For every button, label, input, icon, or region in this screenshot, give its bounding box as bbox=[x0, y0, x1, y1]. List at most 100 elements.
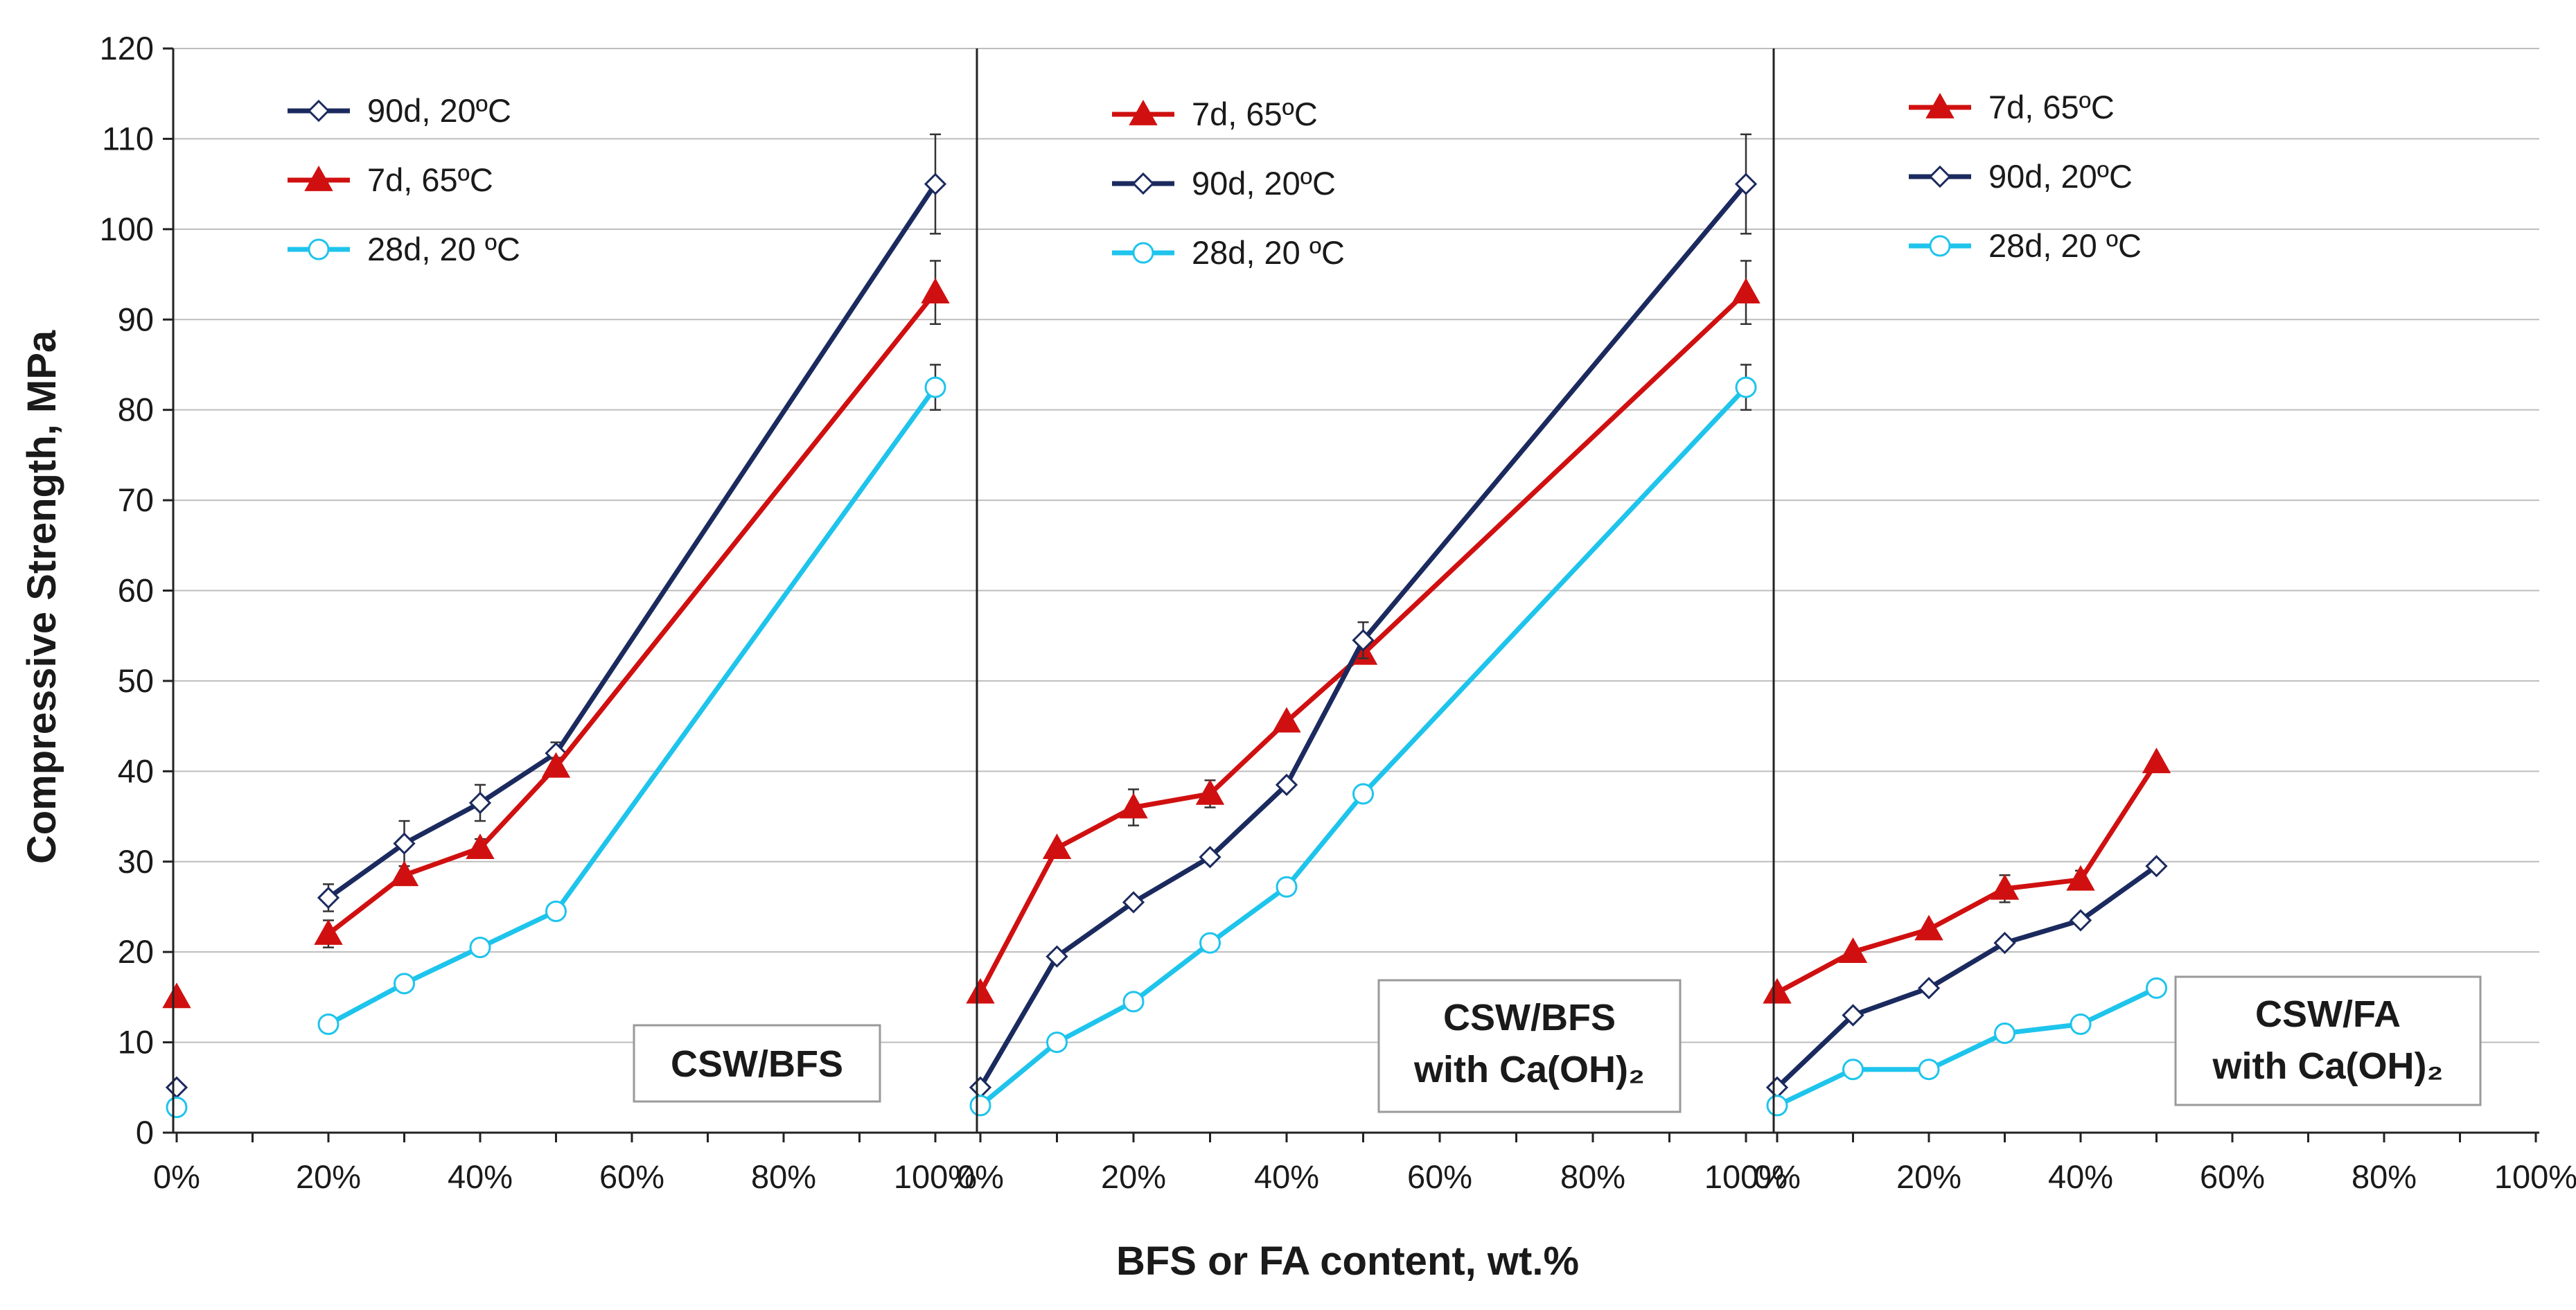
legend-label: 7d, 65ºC bbox=[1192, 96, 1318, 132]
data-point bbox=[1272, 707, 1301, 733]
x-tick-label: 60% bbox=[2200, 1158, 2265, 1195]
data-point bbox=[466, 833, 495, 860]
y-tick-label: 70 bbox=[118, 481, 154, 518]
data-point bbox=[393, 832, 416, 855]
triangle-marker bbox=[1129, 99, 1158, 125]
series-28d-20-c bbox=[166, 364, 946, 1118]
data-point bbox=[1352, 629, 1375, 652]
data-point bbox=[1275, 773, 1298, 797]
legend-label: 28d, 20 ºC bbox=[367, 231, 520, 267]
data-point bbox=[924, 376, 946, 398]
data-point bbox=[2146, 977, 2167, 999]
x-tick-label: 0% bbox=[153, 1158, 200, 1195]
series-line bbox=[1776, 761, 2159, 995]
x-tick-label: 40% bbox=[448, 1158, 513, 1195]
panel-label-box bbox=[1377, 979, 1682, 1113]
legend-label: 90d, 20ºC bbox=[1192, 165, 1336, 202]
diamond-marker bbox=[307, 99, 330, 123]
legend-label: 7d, 65ºC bbox=[1988, 89, 2115, 125]
legend: 90d, 20ºC 7d, 65ºC 28d, 20 ºC bbox=[288, 92, 520, 267]
data-point bbox=[2069, 909, 2092, 932]
data-point bbox=[969, 1095, 991, 1117]
x-tick-label: 60% bbox=[1407, 1158, 1472, 1195]
triangle-marker bbox=[304, 165, 333, 191]
data-point bbox=[1195, 779, 1225, 805]
data-point bbox=[1766, 1095, 1788, 1117]
data-point bbox=[1993, 932, 2016, 955]
x-tick-label: 100% bbox=[894, 1158, 977, 1195]
data-point bbox=[1119, 793, 1148, 819]
data-point bbox=[317, 886, 340, 910]
legend-label: 28d, 20 ºC bbox=[1192, 234, 1345, 271]
panel-label-line: CSW/FA bbox=[2255, 993, 2401, 1035]
legend: 7d, 65ºC 90d, 20ºC 28d, 20 ºC bbox=[1112, 96, 1345, 271]
panel-label: CSW/FA with Ca(OH)₂ bbox=[2174, 975, 2482, 1106]
data-point bbox=[2142, 747, 2171, 774]
y-tick-label: 20 bbox=[118, 933, 154, 970]
x-tick-label: 20% bbox=[1101, 1158, 1166, 1195]
x-tick-label: 80% bbox=[1560, 1158, 1625, 1195]
data-point bbox=[921, 278, 950, 303]
series-line bbox=[1775, 864, 2158, 1090]
data-point bbox=[162, 982, 191, 1009]
y-tick-label: 30 bbox=[118, 843, 154, 880]
x-tick-label: 40% bbox=[2048, 1158, 2113, 1195]
panel-3: 0% 20% 40% 60% 80% 100% 7d, 65ºC 90d, 20ºC 28d, … bbox=[1754, 89, 2576, 1195]
diamond-marker bbox=[1131, 172, 1155, 195]
axes-layer: 0 10 20 30 40 50 60 70 80 90 100 110 120 bbox=[100, 30, 2539, 1151]
panel-label: CSW/BFS with Ca(OH)₂ bbox=[1377, 979, 1682, 1113]
data-point bbox=[1352, 783, 1374, 805]
series-28d-20-c bbox=[969, 364, 1757, 1117]
data-point bbox=[1990, 874, 2020, 900]
data-point bbox=[2145, 855, 2168, 878]
data-point bbox=[1731, 278, 1761, 303]
y-tick-label: 90 bbox=[118, 301, 154, 337]
data-point bbox=[469, 937, 491, 959]
series-7d-65-c bbox=[162, 260, 950, 1009]
panel-label-box bbox=[633, 1024, 881, 1103]
x-tick-label: 80% bbox=[751, 1158, 816, 1195]
series-90d-20-c bbox=[165, 133, 947, 1099]
series-line bbox=[1776, 986, 2158, 1108]
data-point bbox=[1838, 937, 1868, 963]
panel-2: 0% 20% 40% 60% 80% 100% 7d, 65ºC 90d, 20ºC 28d, … bbox=[957, 96, 1788, 1195]
data-point bbox=[1199, 846, 1221, 869]
x-tick-label: 0% bbox=[1754, 1158, 1801, 1195]
y-tick-label: 100 bbox=[100, 211, 154, 247]
circle-marker bbox=[1132, 242, 1154, 264]
x-tick-label: 100% bbox=[1704, 1158, 1788, 1195]
series-7d-65-c bbox=[1763, 747, 2171, 1004]
x-tick-label: 20% bbox=[296, 1158, 361, 1195]
y-tick-label: 40 bbox=[118, 752, 154, 789]
data-point bbox=[1046, 945, 1068, 968]
y-tick-label: 80 bbox=[118, 391, 154, 428]
circle-marker bbox=[1929, 235, 1951, 257]
data-point bbox=[1763, 977, 1792, 1004]
data-point bbox=[1122, 891, 1145, 914]
y-tick-label: 60 bbox=[118, 572, 154, 609]
panel-label-line: CSW/BFS bbox=[1443, 997, 1616, 1038]
panel-1: 0% 20% 40% 60% 80% 100% 90d, 20ºC 7d, 65ºC 28d, … bbox=[153, 92, 977, 1195]
data-point bbox=[1199, 932, 1221, 954]
data-point bbox=[1734, 172, 1758, 195]
y-tick-label: 110 bbox=[102, 120, 154, 157]
x-tick-label: 80% bbox=[2352, 1158, 2417, 1195]
data-point bbox=[317, 1014, 339, 1035]
y-tick-label: 10 bbox=[118, 1024, 154, 1061]
legend-label: 28d, 20 ºC bbox=[1988, 227, 2142, 264]
panel-label-box bbox=[2174, 975, 2482, 1106]
legend: 7d, 65ºC 90d, 20ºC 28d, 20 ºC bbox=[1909, 89, 2142, 264]
legend-label: 90d, 20ºC bbox=[367, 92, 511, 129]
x-tick-label: 0% bbox=[957, 1158, 1004, 1195]
x-tick-label: 20% bbox=[1896, 1158, 1961, 1195]
data-point bbox=[1042, 833, 1072, 860]
data-point bbox=[2066, 865, 2095, 891]
circle-marker bbox=[308, 238, 330, 260]
data-point bbox=[1276, 876, 1298, 898]
panel-label-line: with Ca(OH)₂ bbox=[1413, 1049, 1645, 1090]
y-tick-label: 50 bbox=[118, 662, 154, 699]
legend-label: 90d, 20ºC bbox=[1988, 158, 2133, 195]
data-point bbox=[468, 791, 492, 815]
